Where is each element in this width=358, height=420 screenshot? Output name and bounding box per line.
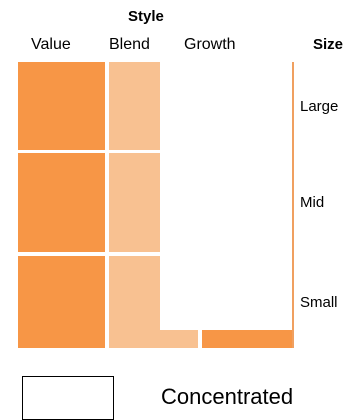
- column-header-value: Value: [31, 36, 71, 53]
- cell-mid-blend: [109, 153, 160, 252]
- row-label-mid: Mid: [300, 194, 325, 211]
- cell-small-growth: [202, 330, 292, 348]
- column-header-growth: Growth: [184, 36, 236, 53]
- cell-mid-value: [18, 153, 105, 252]
- cell-mid-growth: [160, 153, 292, 252]
- style-title: Style: [128, 8, 164, 25]
- legend-swatch: [22, 376, 114, 420]
- legend-label: Concentrated: [161, 384, 294, 409]
- column-header-blend: Blend: [109, 36, 150, 53]
- row-label-small: Small: [300, 294, 338, 311]
- cell-large-growth: [160, 62, 292, 150]
- cell-large-value: [18, 62, 105, 150]
- cell-small-blend-ext: [160, 330, 198, 348]
- size-title: Size: [313, 36, 344, 53]
- cell-small-value: [18, 256, 105, 348]
- grid-right-edge: [292, 62, 294, 348]
- row-label-large: Large: [300, 98, 339, 115]
- cell-large-blend: [109, 62, 160, 150]
- cell-small-blend: [109, 256, 160, 348]
